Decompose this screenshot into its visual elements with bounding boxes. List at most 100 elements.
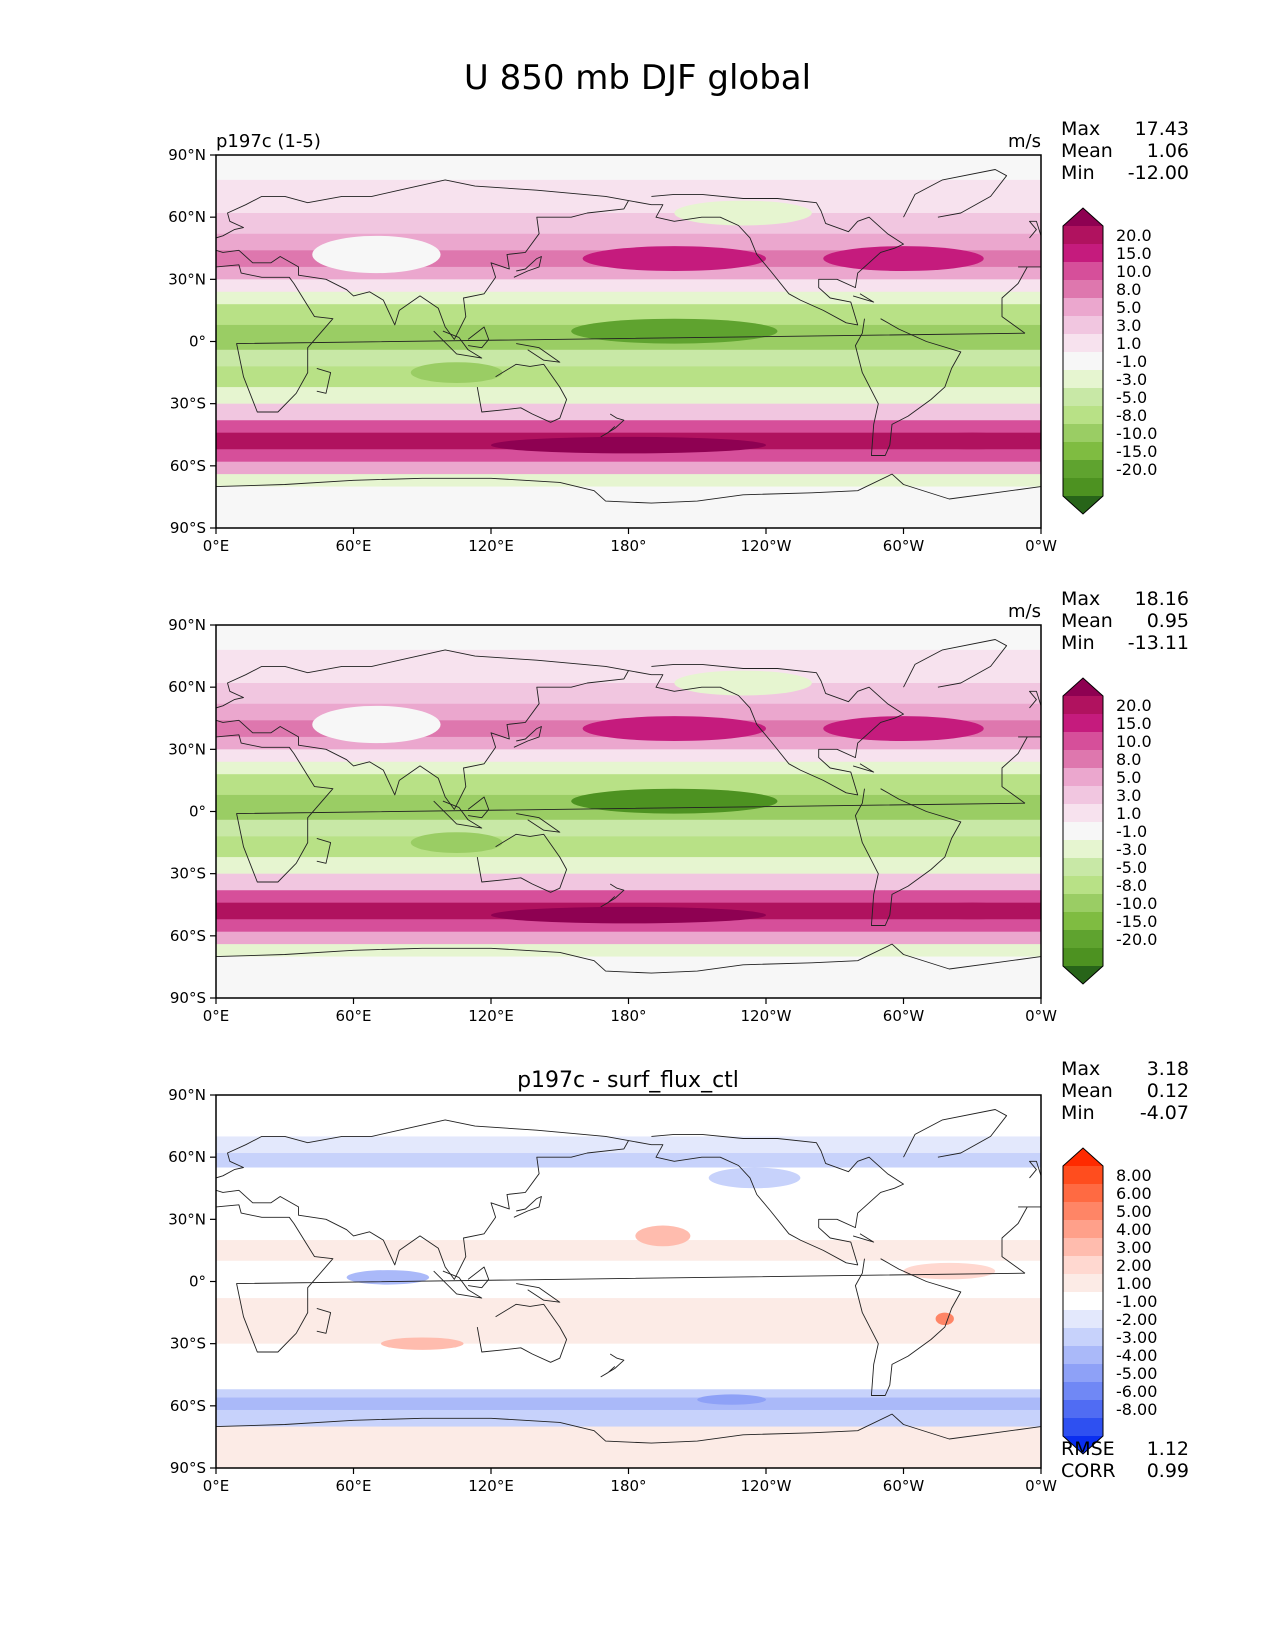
contour-band (216, 1409, 1041, 1428)
mean-value: 0.12 (1146, 1080, 1189, 1102)
colorbar-tick-label: -3.0 (1116, 840, 1147, 859)
colorbar-segment (1063, 822, 1103, 841)
x-tick-label: 120°W (741, 1007, 792, 1025)
contour-band (216, 349, 1041, 367)
max-label: Max (1061, 1058, 1101, 1080)
units-label: m/s (1008, 131, 1041, 152)
contour-band (216, 919, 1041, 933)
colorbar-segment (1063, 1220, 1103, 1239)
colorbar-tick-label: -3.00 (1116, 1328, 1157, 1347)
coastline (1001, 266, 1028, 334)
coastline (516, 343, 561, 363)
colorbar-segment (1063, 478, 1103, 497)
map-axes: 0°E 60°E 120°E 180° 120°W 60°W 0°W 90°N 60°N 30°N… (168, 1086, 1057, 1495)
colorbar-segment (1063, 1364, 1103, 1383)
contour-band (216, 155, 1041, 181)
colorbar-segment (1063, 930, 1103, 949)
y-tick-label: 0° (189, 1273, 206, 1291)
colorbar-tick-label: 5.0 (1116, 298, 1141, 317)
contour-blob (914, 432, 1030, 450)
max-value: 3.18 (1146, 1058, 1189, 1080)
colorbar-tick-label: 8.00 (1116, 1166, 1152, 1185)
contour-band (216, 1153, 1041, 1169)
contour-band (216, 836, 1041, 858)
coastline (854, 1258, 962, 1396)
colorbar-tick-label: -5.0 (1116, 858, 1147, 877)
wind-field-map (216, 155, 1041, 528)
panel-reference: 0°E 60°E 120°E 180° 120°W 60°W 0°W 90°N 60°N 30°N… (0, 588, 1275, 1028)
colorbar-segment (1063, 406, 1103, 425)
y-tick-label: 90°N (168, 146, 206, 164)
colorbar-segment (1063, 1202, 1103, 1221)
coastlines (216, 1109, 1041, 1444)
max-value: 18.16 (1134, 588, 1189, 610)
corr-label: CORR (1061, 1460, 1116, 1482)
wind-field-map (216, 625, 1041, 998)
colorbar-segment (1063, 1166, 1103, 1185)
mean-label: Mean (1061, 610, 1113, 632)
contour-band (216, 291, 1041, 305)
max-label: Max (1061, 118, 1101, 140)
coastline (216, 179, 629, 340)
contour-band (216, 304, 1041, 326)
map-axes: 0°E 60°E 120°E 180° 120°W 60°W 0°W 90°N 60°N 30°N… (168, 616, 1057, 1025)
colorbar-segment (1063, 1382, 1103, 1401)
colorbar-segment (1063, 280, 1103, 299)
contour-blob (410, 362, 503, 383)
y-tick-label: 90°N (168, 1086, 206, 1104)
contour-blob (312, 235, 441, 274)
coastline (216, 943, 1041, 974)
coastline (316, 367, 332, 394)
y-tick-label: 60°S (170, 927, 206, 945)
contour-blob (312, 705, 441, 744)
y-tick-label: 30°S (170, 1335, 206, 1353)
colorbar-segment (1063, 804, 1103, 823)
colorbar-tick-label: -5.00 (1116, 1364, 1157, 1383)
min-label: Min (1061, 1102, 1095, 1124)
contour-band (216, 486, 1041, 528)
contour-band (216, 213, 1041, 235)
colorbar-tick-label: 8.0 (1116, 280, 1141, 299)
contour-band (216, 1167, 1041, 1241)
coastline (600, 1353, 625, 1378)
colorbar-tick-label: 20.0 (1116, 226, 1152, 245)
contour-band (216, 420, 1041, 434)
x-tick-label: 120°W (741, 1477, 792, 1495)
coastline (1029, 1160, 1041, 1179)
panel-model: 0°E 60°E 120°E 180° 120°W 60°W 0°W 90°N 60°N 30°N… (0, 118, 1275, 558)
coastline (854, 788, 962, 926)
colorbar-segment (1063, 948, 1103, 967)
contour-band (216, 931, 1041, 945)
metrics-box: RMSE 1.12 CORR 0.99 (1061, 1438, 1189, 1482)
contour-band (216, 461, 1041, 475)
x-tick-label: 0°E (203, 1007, 230, 1025)
max-value: 17.43 (1134, 118, 1189, 140)
y-tick-label: 30°S (170, 395, 206, 413)
colorbar-segment (1063, 894, 1103, 913)
contour-band (216, 403, 1041, 421)
contour-band (216, 761, 1041, 775)
colorbar-tick-label: -8.0 (1116, 406, 1147, 425)
difference-title: p197c - surf_flux_ctl (517, 1068, 739, 1093)
contour-band (216, 1136, 1041, 1154)
figure-title: U 850 mb DJF global (463, 58, 812, 98)
contour-blob (823, 716, 984, 742)
colorbar-tick-label: 8.0 (1116, 750, 1141, 769)
units-label: m/s (1008, 601, 1041, 622)
colorbar-segment (1063, 840, 1103, 859)
x-tick-label: 120°W (741, 537, 792, 555)
min-value: -12.00 (1127, 162, 1189, 184)
coastline (1001, 1206, 1028, 1274)
coastline (852, 293, 875, 303)
contour-band (216, 279, 1041, 293)
contour-band (216, 366, 1041, 388)
x-tick-label: 60°W (883, 1477, 925, 1495)
contour-blob (697, 1394, 766, 1405)
panel-1-svg: 0°E 60°E 120°E 180° 120°W 60°W 0°W 90°N 60°N 30°N… (168, 131, 1157, 555)
coastline (433, 800, 483, 829)
coastline (467, 326, 490, 349)
x-tick-label: 0°W (1025, 1007, 1057, 1025)
colorbar-tick-label: 15.0 (1116, 244, 1152, 263)
colorbar-top-arrow (1063, 678, 1103, 696)
coastline (216, 1204, 1026, 1353)
